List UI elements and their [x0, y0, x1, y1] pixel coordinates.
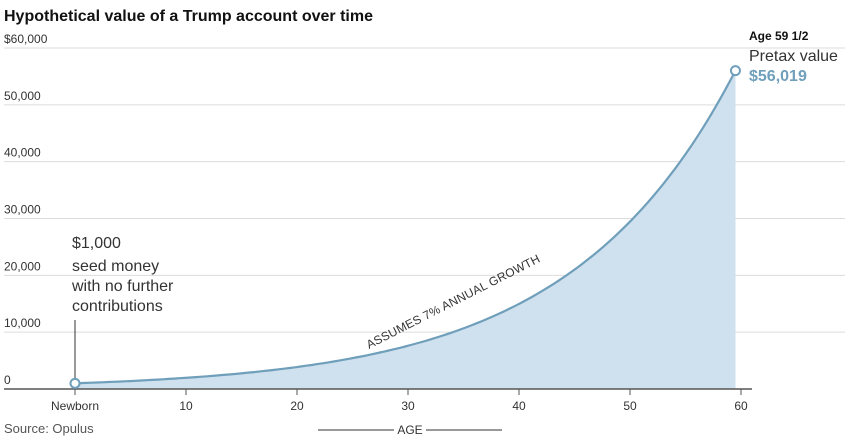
- x-tick-label: 10: [179, 399, 193, 413]
- y-tick-label: 10,000: [4, 316, 41, 330]
- end-point: [729, 65, 741, 77]
- start-note-line-1: seed money: [72, 258, 159, 275]
- chart-title: Hypothetical value of a Trump account ov…: [4, 8, 373, 25]
- start-note-line-3: contributions: [72, 298, 163, 315]
- start-value-label: $1,000: [72, 235, 121, 252]
- x-tick-label: Newborn: [51, 399, 99, 413]
- start-point: [69, 377, 81, 389]
- y-axis-ticks: 0 10,000 20,000 30,000 40,000 50,000 $60,000: [4, 32, 48, 387]
- y-tick-label: 0: [4, 373, 11, 387]
- x-tick-label: 40: [512, 399, 526, 413]
- x-tick-label: 30: [401, 399, 415, 413]
- end-value-label: $56,019: [749, 68, 807, 85]
- x-tick-label: 50: [623, 399, 637, 413]
- start-note-line-2: with no further: [71, 278, 174, 295]
- x-tick-label: 60: [734, 399, 748, 413]
- y-tick-label: 40,000: [4, 146, 41, 160]
- x-axis-label: AGE: [397, 423, 422, 437]
- x-tick-label: 20: [290, 399, 304, 413]
- series-line: [74, 70, 737, 385]
- x-axis-ticks: Newborn 10 20 30 40 50 60: [51, 389, 748, 413]
- y-tick-label: 50,000: [4, 89, 41, 103]
- y-tick-label: $60,000: [4, 32, 48, 46]
- y-tick-label: 20,000: [4, 259, 41, 273]
- end-age-label: Age 59 1/2: [749, 29, 809, 43]
- y-tick-label: 30,000: [4, 203, 41, 217]
- end-value-caption: Pretax value: [749, 48, 838, 65]
- source-note: Source: Opulus: [4, 421, 94, 436]
- area-fill: [75, 70, 736, 389]
